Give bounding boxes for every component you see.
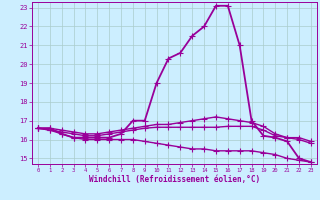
X-axis label: Windchill (Refroidissement éolien,°C): Windchill (Refroidissement éolien,°C): [89, 175, 260, 184]
